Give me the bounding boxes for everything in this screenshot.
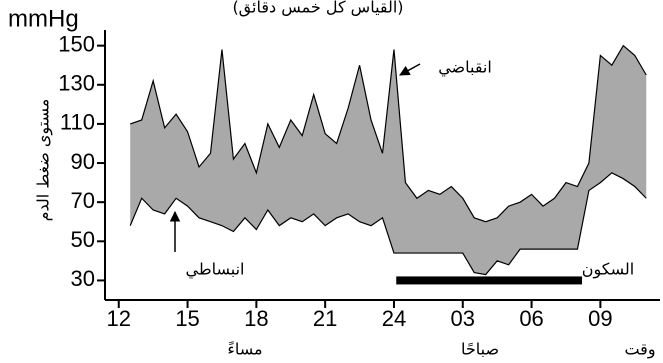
x-tick-label: 12 [107,306,131,331]
sleep-label: السكون [582,260,634,280]
series-line [130,44,647,223]
y-tick-label: 50 [71,227,95,252]
x-tick-label: 24 [382,306,406,331]
legend-label: انقباضي [438,58,492,78]
x-tick-label: 15 [175,306,199,331]
arrow [399,63,421,76]
y-tick-label: 70 [71,188,95,213]
x-tick-label: 06 [519,306,543,331]
y-tick-label: 110 [60,110,95,135]
y-tick-label: 30 [71,266,95,291]
y-tick-label: 150 [58,31,95,56]
period-label: مساءً [227,340,262,359]
x-tick-label: 21 [313,306,337,331]
x-tick-label: 18 [244,306,268,331]
y-tick-label: 90 [71,149,95,174]
x-tick-label: 09 [588,306,612,331]
x-tick-label: 03 [451,306,475,331]
range-area [130,45,647,275]
x-axis-label: وقت [624,340,655,360]
y-tick-label: 130 [58,71,95,96]
sleep-bar [396,276,583,285]
series-line [129,172,647,276]
y-axis-label: مستوى ضغط الدم [34,99,54,222]
unit-label: mmHg [8,5,79,32]
chart-title: (القياس كل خمس دقائق) [232,0,403,18]
legend-label: انبساطي [186,260,245,280]
period-label: صباحًا [461,340,499,359]
